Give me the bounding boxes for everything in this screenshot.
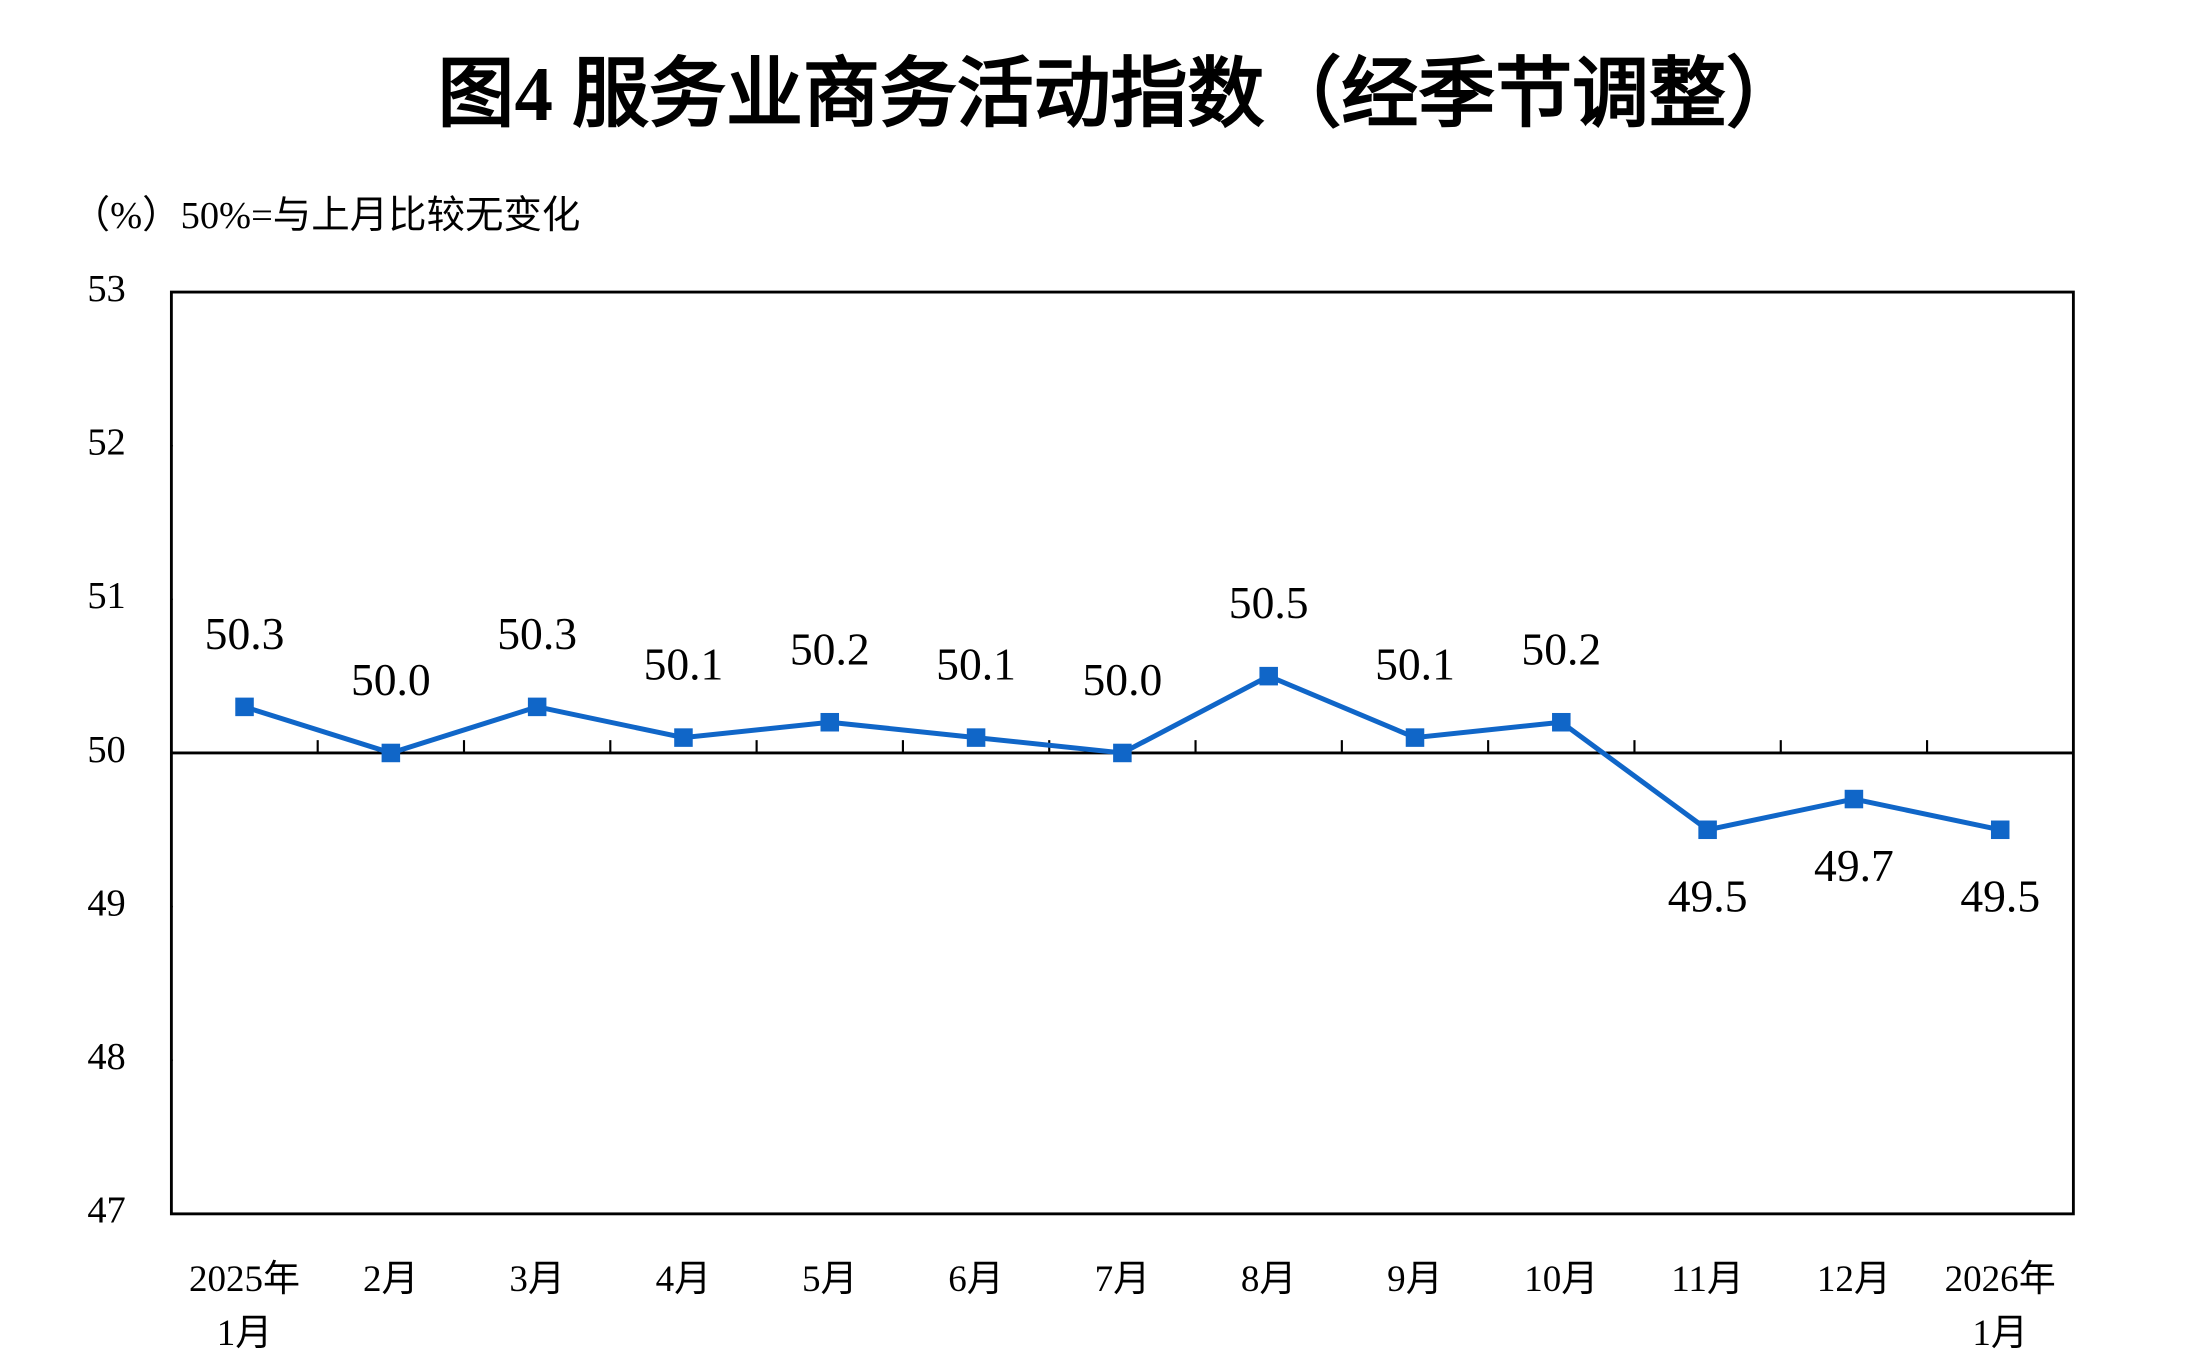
data-marker: [674, 728, 693, 747]
x-tick-label: 6月: [948, 1258, 1004, 1300]
x-tick-wrapper: 2025年 1月: [188, 1258, 301, 1354]
x-tick-wrapper: 5月: [801, 1258, 858, 1300]
x-tick-wrapper: 11月: [1671, 1258, 1744, 1300]
data-label: 49.5: [1960, 870, 2040, 921]
data-label: 50.5: [1229, 577, 1309, 628]
x-tick-label: 10月: [1524, 1258, 1599, 1300]
data-marker: [1844, 789, 1864, 809]
data-label: 50.3: [497, 608, 577, 659]
x-tick-label: 2026年 1月: [1944, 1258, 2056, 1354]
data-label: 49.5: [1668, 870, 1748, 921]
y-tick-label: 51: [87, 575, 125, 617]
data-marker: [235, 697, 254, 717]
data-label: 49.7: [1814, 840, 1894, 891]
x-tick-label: 3月: [509, 1258, 565, 1300]
data-label: 50.1: [936, 639, 1016, 690]
data-label: 50.2: [790, 623, 870, 674]
x-tick-label: 12月: [1816, 1258, 1891, 1300]
data-marker: [1259, 666, 1278, 686]
data-label: 50.0: [1083, 654, 1163, 705]
x-tick-wrapper: 2月: [363, 1258, 419, 1300]
x-tick-label: 2月: [363, 1258, 419, 1300]
data-marker: [381, 743, 401, 763]
data-marker: [820, 712, 840, 732]
x-tick-label: 9月: [1387, 1258, 1443, 1300]
data-marker: [966, 728, 986, 747]
x-tick-wrapper: 12月: [1816, 1258, 1891, 1300]
x-tick-wrapper: 10月: [1524, 1258, 1599, 1300]
x-tick-label: 7月: [1094, 1258, 1151, 1300]
chart-title: 图4 服务业商务活动指数（经季节调整）: [438, 51, 1803, 137]
x-tick-wrapper: 8月: [1240, 1258, 1297, 1300]
data-marker: [1698, 820, 1717, 840]
x-tick-label: 4月: [655, 1258, 712, 1300]
data-marker: [1552, 712, 1571, 732]
y-tick-label: 53: [87, 268, 125, 310]
data-label: 50.1: [644, 639, 724, 690]
data-label: 50.2: [1521, 623, 1601, 674]
x-tick-wrapper: 4月: [655, 1258, 712, 1300]
x-tick-wrapper: 6月: [948, 1258, 1004, 1300]
data-marker: [1113, 743, 1132, 763]
y-tick-label: 47: [87, 1190, 125, 1232]
y-tick-label: 48: [87, 1036, 125, 1078]
x-tick-label: 5月: [801, 1258, 858, 1300]
y-tick-label: 52: [87, 422, 125, 464]
x-tick-wrapper: 7月: [1094, 1258, 1151, 1300]
data-marker: [527, 697, 547, 717]
y-tick-label: 50: [87, 729, 125, 771]
chart-subtitle: （%）50%=与上月比较无变化: [72, 194, 581, 237]
x-tick-label: 11月: [1671, 1258, 1744, 1300]
x-tick-wrapper: 9月: [1387, 1258, 1443, 1300]
y-tick-label: 49: [87, 882, 125, 924]
x-tick-wrapper: 2026年 1月: [1944, 1258, 2056, 1354]
x-tick-label: 8月: [1240, 1258, 1297, 1300]
data-marker: [1405, 728, 1425, 747]
x-tick-label: 2025年 1月: [188, 1258, 301, 1354]
data-label: 50.0: [351, 654, 431, 705]
data-label: 50.3: [205, 608, 285, 659]
x-tick-wrapper: 3月: [509, 1258, 565, 1300]
data-label: 50.1: [1375, 639, 1455, 690]
data-marker: [1990, 820, 2010, 840]
